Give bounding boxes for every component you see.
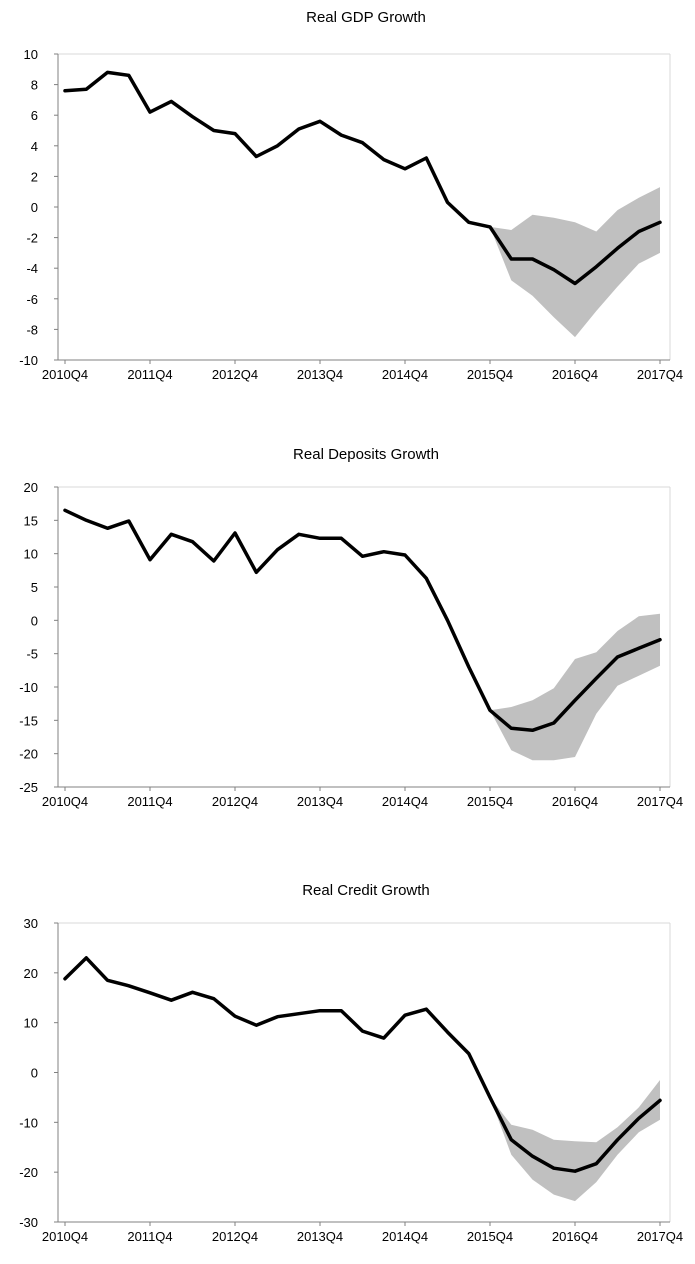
- x-tick-label: 2011Q4: [127, 1229, 172, 1244]
- y-tick-label: -4: [26, 261, 38, 276]
- x-tick-label: 2014Q4: [382, 367, 428, 382]
- x-tick-label: 2010Q4: [42, 1229, 88, 1244]
- chart-title: Real Deposits Growth: [293, 446, 439, 463]
- chart-title: Real GDP Growth: [306, 9, 426, 26]
- y-tick-label: -20: [19, 1165, 38, 1180]
- y-tick-label: 8: [31, 78, 38, 93]
- y-tick-label: 6: [31, 108, 38, 123]
- y-tick-label: -20: [19, 747, 38, 762]
- y-tick-label: 4: [31, 139, 38, 154]
- y-tick-label: -10: [19, 680, 38, 695]
- chart-2: Real Deposits Growth 20 15 10 5 0 -5 -10 -15 -20 -…: [19, 446, 683, 809]
- x-tick-label: 2014Q4: [382, 794, 428, 809]
- y-tick-label: -8: [26, 322, 38, 337]
- x-tick-label: 2016Q4: [552, 367, 598, 382]
- y-tick-label: -2: [26, 231, 38, 246]
- x-tick-label: 2011Q4: [127, 794, 172, 809]
- forecast-band: [490, 613, 660, 761]
- y-tick-label: 15: [24, 513, 38, 528]
- y-tick-label: 20: [24, 966, 38, 981]
- y-tick-label: -25: [19, 780, 38, 795]
- series-line: [63, 70, 662, 286]
- y-tick-label: 30: [24, 916, 38, 931]
- y-tick-label: -6: [26, 292, 38, 307]
- y-tick-label: 0: [31, 1066, 38, 1081]
- forecast-band: [490, 187, 660, 338]
- x-tick-label: 2012Q4: [212, 794, 258, 809]
- x-tick-label: 2017Q4: [637, 794, 683, 809]
- x-tick-label: 2015Q4: [467, 1229, 513, 1244]
- x-tick-label: 2017Q4: [637, 367, 683, 382]
- x-tick-label: 2017Q4: [637, 1229, 683, 1244]
- x-tick-label: 2011Q4: [127, 367, 172, 382]
- x-tick-label: 2013Q4: [297, 794, 343, 809]
- x-tick-label: 2012Q4: [212, 1229, 258, 1244]
- y-tick-label: 10: [24, 47, 38, 62]
- y-tick-label: 0: [31, 613, 38, 628]
- y-tick-label: -5: [26, 647, 38, 662]
- x-tick-label: 2012Q4: [212, 367, 258, 382]
- x-tick-label: 2013Q4: [297, 1229, 343, 1244]
- y-tick-label: -30: [19, 1215, 38, 1230]
- x-tick-label: 2016Q4: [552, 1229, 598, 1244]
- y-tick-label: 5: [31, 580, 38, 595]
- series-line: [63, 508, 662, 733]
- chart-title: Real Credit Growth: [302, 882, 430, 899]
- x-tick-label: 2015Q4: [467, 367, 513, 382]
- chart-3: Real Credit Growth 30 20 10 0 -10 -20 -30 2010Q4…: [19, 882, 683, 1244]
- forecast-band: [490, 1080, 660, 1202]
- series-line: [63, 956, 662, 1173]
- y-tick-label: -10: [19, 1115, 38, 1130]
- y-tick-label: 20: [24, 480, 38, 495]
- y-tick-label: 2: [31, 169, 38, 184]
- x-tick-label: 2010Q4: [42, 794, 88, 809]
- x-tick-label: 2013Q4: [297, 367, 343, 382]
- y-tick-label: -10: [19, 353, 38, 368]
- y-tick-label: 10: [24, 547, 38, 562]
- x-tick-label: 2015Q4: [467, 794, 513, 809]
- y-tick-label: 10: [24, 1016, 38, 1031]
- chart-1: Real GDP Growth 10 8 6 4 2 0 -2 -4 -6 -8 -10 2010Q4 2…: [19, 9, 683, 382]
- x-tick-label: 2016Q4: [552, 794, 598, 809]
- x-tick-label: 2014Q4: [382, 1229, 428, 1244]
- x-tick-label: 2010Q4: [42, 367, 88, 382]
- y-tick-label: 0: [31, 200, 38, 215]
- y-tick-label: -15: [19, 713, 38, 728]
